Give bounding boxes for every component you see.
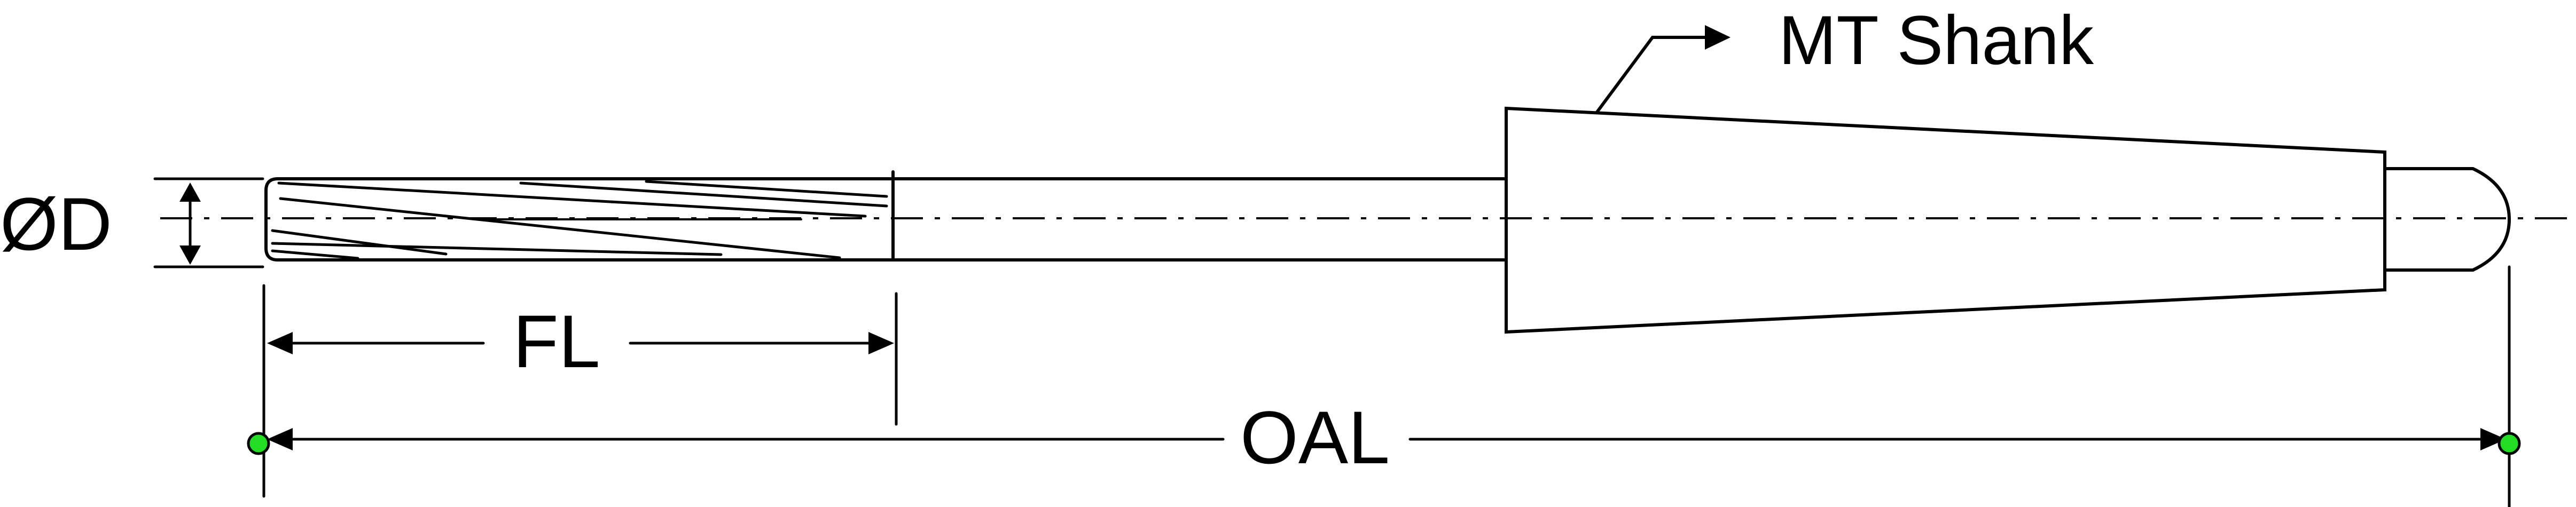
oal-start-marker	[247, 432, 270, 455]
mt-shank-leader-arrow	[1705, 25, 1731, 50]
diameter-arrow-down	[179, 245, 201, 265]
oal-end-marker	[2497, 432, 2521, 455]
flute-lines	[271, 180, 888, 260]
oal-arrow-left	[267, 428, 293, 450]
overall-length-label: OAL	[1240, 395, 1390, 479]
diameter-label: ØD	[0, 182, 112, 266]
oal-arrow-right	[2480, 428, 2506, 450]
flute-length-label: FL	[513, 299, 600, 383]
fl-arrow-right	[868, 332, 894, 354]
diameter-arrow-up	[179, 183, 201, 202]
tang	[2383, 167, 2511, 272]
mt-shank-body	[1505, 106, 2386, 334]
mt-shank-label: MT Shank	[1779, 1, 2094, 79]
diameter-dimension	[153, 177, 264, 268]
fluted-section	[264, 177, 895, 262]
fl-arrow-left	[267, 332, 293, 354]
mt-shank-leader	[1595, 36, 1711, 114]
